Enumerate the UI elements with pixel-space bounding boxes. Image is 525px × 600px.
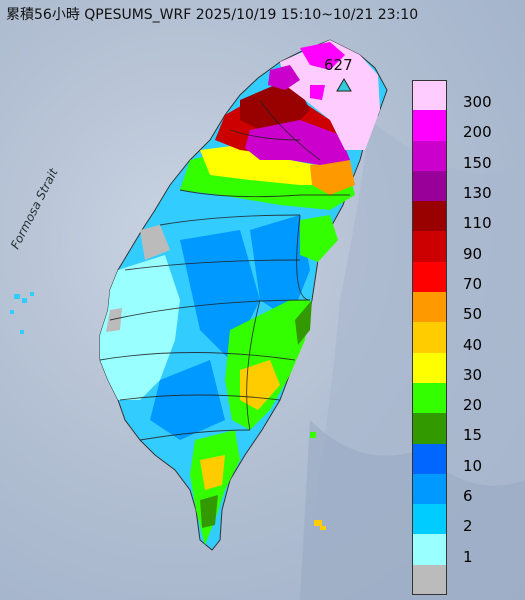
legend-swatch <box>412 382 447 414</box>
legend-label: 20 <box>463 396 483 415</box>
legend-swatch <box>412 352 447 383</box>
map-title: 累積56小時 QPESUMS_WRF 2025/10/19 15:10~10/2… <box>6 7 419 23</box>
legend-label: 110 <box>463 214 492 233</box>
legend-label: 130 <box>463 184 492 203</box>
legend-label: 6 <box>463 487 473 506</box>
legend-label: 2 <box>463 517 473 536</box>
legend-label: 40 <box>463 335 483 354</box>
legend-label: 300 <box>463 93 492 112</box>
legend-label: 30 <box>463 365 483 384</box>
legend-swatch <box>412 322 447 353</box>
legend-swatch <box>412 473 447 505</box>
legend-label: 10 <box>463 456 483 475</box>
legend-label: 90 <box>463 244 483 263</box>
triangle-icon <box>336 78 352 92</box>
legend-label: 200 <box>463 123 492 142</box>
legend-label: 1 <box>463 547 473 566</box>
legend-swatch <box>412 231 447 262</box>
legend-swatch <box>412 110 447 141</box>
legend-swatch <box>412 201 447 232</box>
max-rainfall-value: 627 <box>324 56 353 74</box>
legend-swatch <box>412 534 447 565</box>
legend-label: 15 <box>463 426 483 445</box>
legend-swatch <box>412 504 447 535</box>
legend-swatch <box>412 140 447 171</box>
legend-swatch <box>412 564 447 596</box>
legend-swatch <box>412 80 447 111</box>
legend-label: 150 <box>463 153 492 172</box>
legend-label: 70 <box>463 274 483 293</box>
legend-swatch <box>412 443 447 474</box>
legend-swatch <box>412 261 447 293</box>
legend-swatch <box>412 292 447 323</box>
legend-swatch <box>412 413 447 444</box>
legend-swatch <box>412 170 447 202</box>
legend-label: 50 <box>463 305 483 324</box>
rainfall-legend <box>412 80 449 596</box>
